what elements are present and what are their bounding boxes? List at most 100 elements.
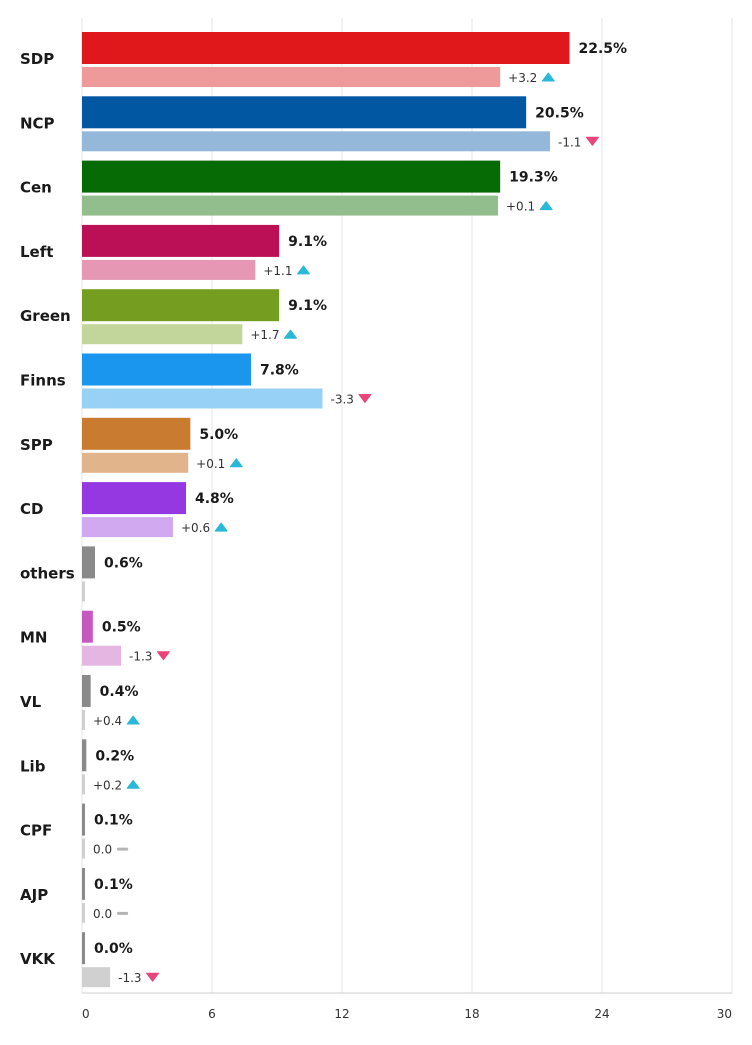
party-label: NCP: [20, 114, 55, 132]
result-value-label: 0.0%: [94, 941, 133, 957]
party-row-green: Green 9.1% +1.7: [20, 289, 327, 345]
result-bar: [82, 867, 85, 900]
party-label: Left: [20, 243, 53, 261]
change-label: -1.1: [558, 135, 581, 149]
party-row-ncp: NCP 20.5% -1.1: [20, 96, 599, 152]
change-label: -1.3: [129, 650, 152, 664]
result-value-label: 0.1%: [94, 877, 133, 893]
increase-arrow-icon: [126, 779, 140, 789]
x-tick-label: 6: [208, 1007, 216, 1021]
change-label: +0.4: [93, 714, 122, 728]
party-row-left: Left 9.1% +1.1: [20, 224, 327, 280]
change-label: -1.3: [118, 971, 141, 985]
previous-bar: [82, 517, 173, 538]
result-value-label: 5.0%: [199, 427, 238, 443]
x-tick-label: 30: [717, 1007, 732, 1021]
result-value-label: 9.1%: [288, 234, 327, 250]
party-row-spp: SPP 5.0% +0.1: [20, 417, 243, 473]
change-label: +0.1: [506, 200, 535, 214]
party-label: SDP: [20, 50, 54, 68]
party-row-cpf: CPF 0.1% 0.0: [20, 803, 133, 859]
previous-bar: [82, 324, 243, 345]
previous-bar: [82, 452, 189, 473]
party-label: others: [20, 564, 75, 582]
result-value-label: 19.3%: [509, 170, 558, 186]
increase-arrow-icon: [296, 265, 310, 275]
change-label: +3.2: [508, 71, 537, 85]
result-value-label: 0.6%: [104, 555, 143, 571]
previous-bar: [82, 838, 85, 859]
result-value-label: 0.4%: [100, 684, 139, 700]
change-label: +0.1: [196, 457, 225, 471]
change-label: +0.6: [181, 521, 210, 535]
x-tick-label: 18: [464, 1007, 479, 1021]
increase-arrow-icon: [283, 329, 297, 339]
result-value-label: 22.5%: [579, 41, 628, 57]
party-row-cd: CD 4.8% +0.6: [20, 482, 234, 538]
previous-bar: [82, 645, 121, 666]
previous-bar: [82, 774, 85, 795]
previous-bar: [82, 902, 85, 923]
party-row-cen: Cen 19.3% +0.1: [20, 160, 558, 216]
no-change-dash-icon: [117, 911, 129, 915]
result-value-label: 0.1%: [94, 813, 133, 829]
change-label: 0.0: [93, 907, 112, 921]
decrease-arrow-icon: [146, 972, 160, 982]
result-bar: [82, 289, 280, 322]
result-value-label: 9.1%: [288, 298, 327, 314]
result-bar: [82, 610, 93, 643]
result-bar: [82, 803, 85, 836]
previous-bar: [82, 967, 111, 988]
result-bar: [82, 675, 91, 707]
no-change-dash-icon: [117, 847, 129, 851]
party-label: Cen: [20, 179, 52, 197]
result-bar: [82, 739, 87, 772]
change-label: -3.3: [331, 393, 354, 407]
party-row-others: others 0.6%: [20, 546, 143, 602]
decrease-arrow-icon: [156, 651, 170, 661]
party-row-sdp: SDP 22.5% +3.2: [20, 32, 627, 87]
change-label: 0.0: [93, 843, 112, 857]
result-value-label: 4.8%: [195, 491, 234, 507]
previous-bar: [82, 67, 501, 87]
result-bar: [82, 932, 85, 965]
x-tick-label: 0: [82, 1007, 90, 1021]
result-bar: [82, 96, 527, 129]
previous-bar: [82, 259, 256, 280]
party-label: CD: [20, 500, 43, 518]
result-bar: [82, 546, 95, 579]
party-row-ajp: AJP 0.1% 0.0: [20, 867, 133, 923]
change-label: +1.1: [263, 264, 292, 278]
increase-arrow-icon: [126, 715, 140, 725]
bars-layer: SDP 22.5% +3.2 NCP 20.5% -1.1 Cen 19.3% +0.1 Left…: [20, 32, 627, 988]
result-bar: [82, 353, 251, 386]
party-label: Lib: [20, 757, 46, 775]
previous-bar: [82, 710, 85, 730]
party-label: VKK: [20, 950, 56, 968]
increase-arrow-icon: [229, 458, 243, 468]
previous-bar: [82, 581, 85, 602]
decrease-arrow-icon: [585, 136, 599, 146]
party-label: CPF: [20, 822, 52, 840]
x-tick-label: 12: [334, 1007, 349, 1021]
previous-bar: [82, 131, 550, 152]
result-bar: [82, 32, 570, 64]
result-value-label: 0.2%: [95, 748, 134, 764]
result-bar: [82, 417, 191, 450]
previous-bar: [82, 388, 323, 409]
change-label: +0.2: [93, 778, 122, 792]
party-row-mn: MN 0.5% -1.3: [20, 610, 170, 666]
party-label: Green: [20, 307, 71, 325]
party-row-finns: Finns 7.8% -3.3: [20, 353, 372, 409]
increase-arrow-icon: [539, 201, 553, 211]
party-row-vl: VL 0.4% +0.4: [20, 675, 140, 730]
result-bar: [82, 482, 186, 515]
previous-bar: [82, 195, 498, 216]
party-label: SPP: [20, 436, 53, 454]
party-label: VL: [20, 693, 42, 711]
increase-arrow-icon: [541, 72, 555, 82]
change-label: +1.7: [250, 328, 279, 342]
party-label: AJP: [20, 886, 48, 904]
result-bar: [82, 160, 501, 193]
